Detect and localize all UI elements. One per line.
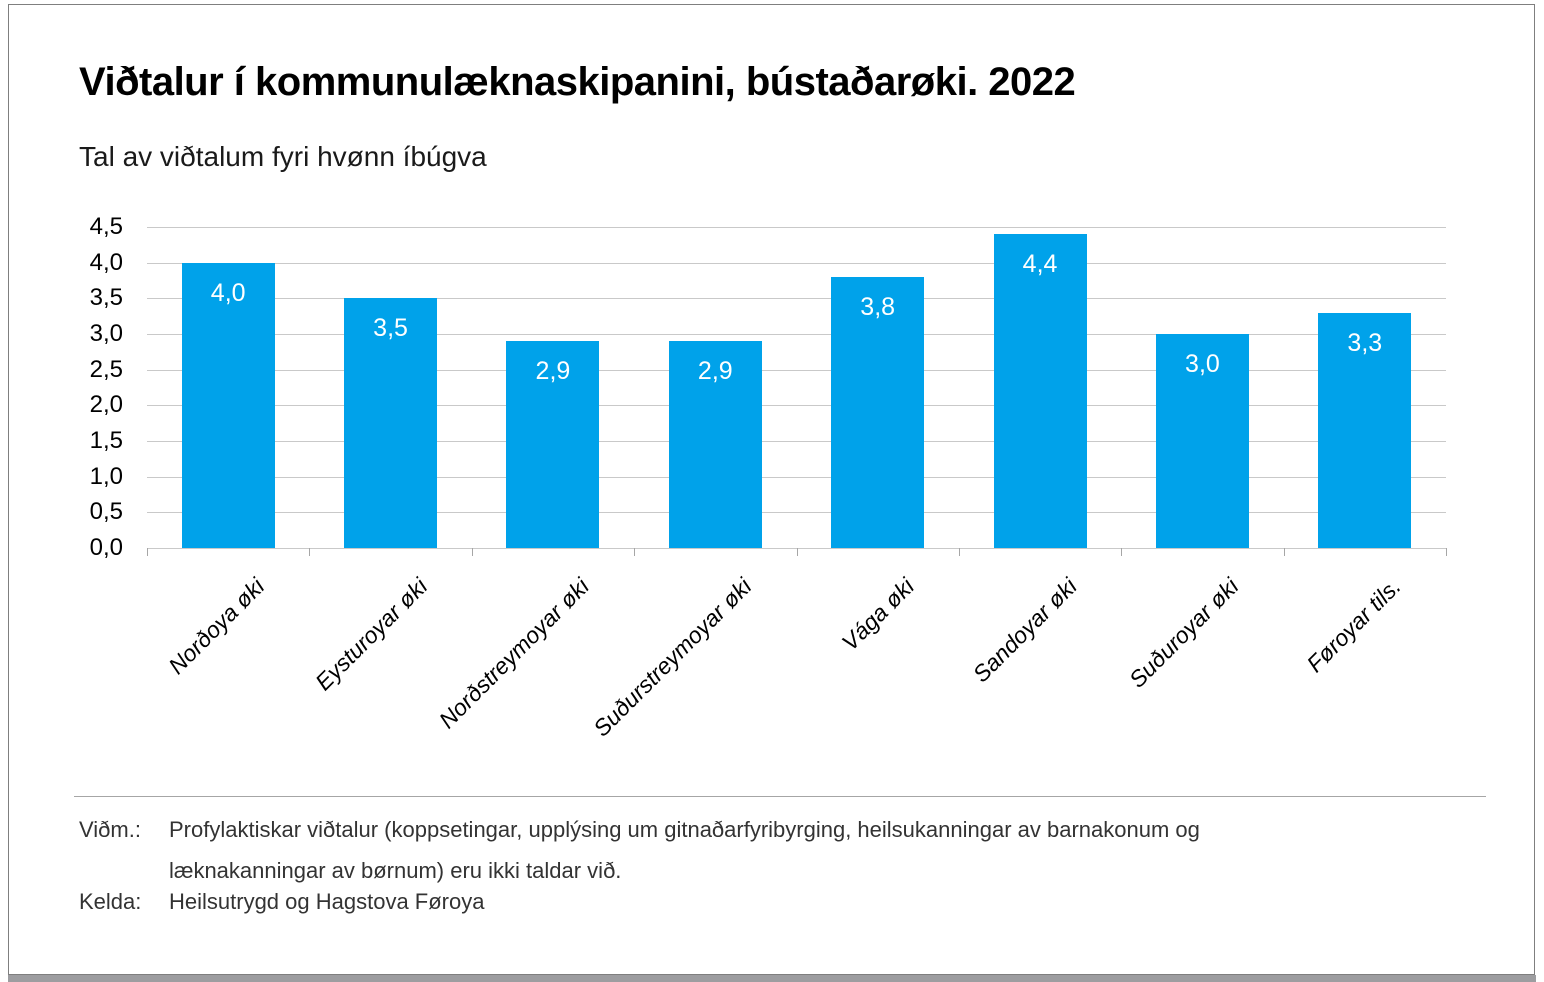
note-line-2: læknakanningar av børnum) eru ikki talda… (169, 858, 622, 883)
bar-3: 2,9 (506, 341, 600, 548)
note-label: Viðm.: (79, 817, 141, 842)
x-category-label: Norðoya øki (163, 573, 270, 680)
bar-5: 3,8 (831, 276, 925, 548)
bar-6: 4,4 (993, 234, 1087, 548)
y-tick-label: 1,5 (89, 427, 123, 454)
gridline (147, 512, 1446, 514)
bar-value-label: 2,9 (697, 357, 733, 386)
source-text: Heilsutrygd og Hagstova Føroya (169, 889, 485, 914)
gridline (147, 298, 1446, 300)
x-category-label: Føroyar tils. (1301, 573, 1407, 678)
window-bottom-strip (8, 975, 1536, 982)
bar-4: 2,9 (668, 341, 762, 548)
gridline (147, 334, 1446, 335)
footer-divider (74, 796, 1486, 797)
source-label: Kelda: (79, 889, 142, 914)
note-line-1: Profylaktiskar viðtalur (koppsetingar, u… (169, 817, 1200, 842)
x-category-label: Vága øki (836, 573, 920, 656)
x-axis-tick (958, 548, 960, 556)
y-tick-label: 2,5 (89, 355, 123, 383)
gridline (147, 405, 1446, 407)
x-category-label: Eysturoyar øki (309, 573, 432, 696)
x-axis-tick (1121, 548, 1123, 556)
y-tick-label: 0,0 (89, 534, 123, 561)
bar-value-label: 2,9 (535, 357, 571, 386)
y-tick-label: 4,5 (89, 213, 123, 240)
bar-value-label: 4,4 (1022, 250, 1058, 279)
bar-value-label: 3,8 (860, 292, 896, 321)
bar-1: 4,0 (181, 262, 275, 548)
y-tick-label: 4,0 (89, 248, 123, 276)
bar-value-label: 3,5 (373, 314, 408, 343)
x-category-label: Suðuroyar øki (1124, 573, 1244, 693)
x-axis-tick (147, 548, 148, 556)
bar-8: 3,3 (1318, 312, 1412, 548)
bar-2: 3,5 (344, 298, 438, 548)
y-tick-label: 1,0 (89, 462, 123, 490)
bar-7: 3,0 (1155, 334, 1249, 548)
gridline (147, 441, 1446, 442)
bar-value-label: 3,3 (1347, 328, 1383, 357)
x-category-label: Sandoyar øki (967, 573, 1082, 688)
x-axis-tick (309, 548, 311, 556)
x-axis-tick (796, 548, 798, 556)
x-category-label: Suðurstreymoyar øki (588, 573, 757, 742)
gridline (147, 476, 1446, 478)
chart-frame: Viðtalur í kommunulæknaskipanini, bústað… (8, 4, 1535, 975)
chart-subtitle: Tal av viðtalum fyri hvønn íbúgva (79, 141, 487, 172)
y-tick-label: 0,5 (89, 498, 123, 526)
x-axis-tick (634, 548, 636, 556)
gridline (147, 227, 1446, 228)
bar-value-label: 4,0 (210, 278, 246, 307)
y-tick-label: 3,0 (89, 320, 123, 347)
y-tick-label: 3,5 (89, 284, 123, 312)
gridline (147, 369, 1446, 371)
gridline (147, 262, 1446, 264)
y-tick-label: 2,0 (89, 391, 123, 419)
x-axis-tick (471, 548, 473, 556)
x-category-label: Norðstreymoyar øki (434, 573, 595, 734)
x-axis-tick (1283, 548, 1285, 556)
chart-title: Viðtalur í kommunulæknaskipanini, bústað… (79, 60, 1076, 104)
x-axis-tick (1446, 548, 1447, 556)
bar-value-label: 3,0 (1185, 350, 1220, 378)
